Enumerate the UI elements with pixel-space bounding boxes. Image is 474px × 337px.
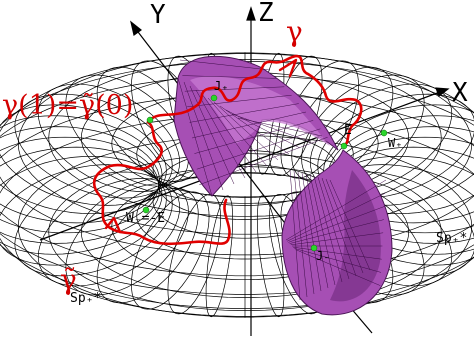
lower-surface-gridline bbox=[295, 249, 381, 286]
lower-surface-shade bbox=[330, 170, 381, 302]
set-label-sp-plus-bottom: Sp₊* bbox=[70, 291, 102, 306]
upper-surface-gridline bbox=[191, 111, 307, 139]
red-curves bbox=[92, 54, 363, 246]
lower-surface-gridline bbox=[313, 175, 343, 283]
lower-surface-gridline bbox=[294, 248, 382, 273]
x-axis-arrowhead bbox=[435, 87, 450, 97]
lower-surface-gridline bbox=[289, 219, 384, 244]
point-label-J-plus: J₊ bbox=[214, 79, 229, 93]
lower-surface-gridline bbox=[321, 177, 357, 277]
upper-surface-gridline bbox=[231, 113, 312, 143]
point-label-J-minus: J₋ bbox=[316, 249, 331, 263]
upper-surface-gridline bbox=[207, 97, 268, 167]
upper-surface-gridline bbox=[219, 105, 290, 155]
upper-surface-gridline bbox=[177, 77, 213, 197]
upper-surface-gridline bbox=[189, 103, 299, 123]
upper-surface-gridline bbox=[184, 86, 285, 92]
set-label-sp-plus-right: Sp₊* bbox=[436, 231, 468, 246]
upper-surface-shade bbox=[190, 76, 330, 146]
upper-surface-gridline bbox=[199, 136, 328, 186]
upper-surface-gridline bbox=[187, 94, 292, 108]
point-W-plus bbox=[380, 129, 388, 137]
upper-surface-gridline bbox=[183, 81, 224, 191]
points bbox=[142, 94, 388, 252]
lower-surface-gridline bbox=[285, 179, 387, 241]
axis-label-x: X bbox=[452, 78, 468, 108]
upper-surface-gridline bbox=[182, 75, 278, 79]
x-axis bbox=[39, 91, 441, 241]
upper-surface-gridline bbox=[189, 85, 235, 185]
y-axis-arrowhead bbox=[130, 20, 142, 37]
point-label-E: E bbox=[344, 123, 352, 138]
lower-surface-gridline bbox=[289, 169, 301, 301]
lower-surface-gridline bbox=[305, 173, 329, 289]
point-J-minus bbox=[310, 244, 318, 252]
upper-surface-gridline bbox=[194, 120, 314, 154]
lower-surface-gridline bbox=[287, 192, 386, 242]
gamma-curve bbox=[148, 54, 363, 148]
mesh-meridian bbox=[256, 195, 285, 318]
point-junction bbox=[146, 116, 154, 124]
gamma-tilde-label: γ̃ bbox=[60, 263, 77, 296]
point-J-plus bbox=[210, 94, 218, 102]
surface-gridlines bbox=[177, 59, 387, 301]
upper-surface-gridline bbox=[196, 128, 321, 170]
gamma-tilde-curve bbox=[92, 120, 231, 246]
lower-surface-gridline bbox=[290, 232, 384, 246]
lower-surface-gridline bbox=[329, 179, 371, 271]
gamma-arrow bbox=[278, 58, 298, 78]
point-label-W-minus: W₋=-E bbox=[126, 211, 166, 226]
upper-surface-gridline bbox=[179, 59, 271, 71]
lower-surface-gridline bbox=[293, 170, 308, 298]
mesh-parallel bbox=[0, 114, 474, 317]
gamma-label: γ bbox=[286, 15, 303, 48]
upper-surface-gridline bbox=[213, 101, 279, 161]
invariant-surfaces bbox=[173, 55, 393, 316]
junction-label: γ(1)=γ̃(0) bbox=[2, 90, 134, 121]
axis-label-y: Y bbox=[150, 0, 166, 30]
lower-surface-gridline bbox=[297, 171, 315, 295]
point-W-minus bbox=[142, 206, 150, 214]
point-E bbox=[340, 142, 348, 150]
lower-surface-gridline bbox=[325, 178, 364, 274]
z-axis-arrowhead bbox=[246, 6, 256, 21]
lower-surface-gridline bbox=[301, 172, 322, 292]
lower-surface-gridline bbox=[293, 246, 382, 260]
point-label-W-plus: W₊ bbox=[388, 136, 403, 150]
axis-label-z: Z bbox=[258, 0, 274, 28]
lower-surface-gridline bbox=[309, 174, 336, 286]
upper-surface-gridline bbox=[201, 93, 257, 173]
mesh-parallel bbox=[152, 131, 338, 206]
lower-surface-gridline bbox=[288, 206, 385, 243]
mesh-meridian bbox=[205, 195, 234, 318]
mesh-parallel bbox=[0, 93, 474, 309]
gamma-tilde-arrow bbox=[104, 216, 122, 234]
